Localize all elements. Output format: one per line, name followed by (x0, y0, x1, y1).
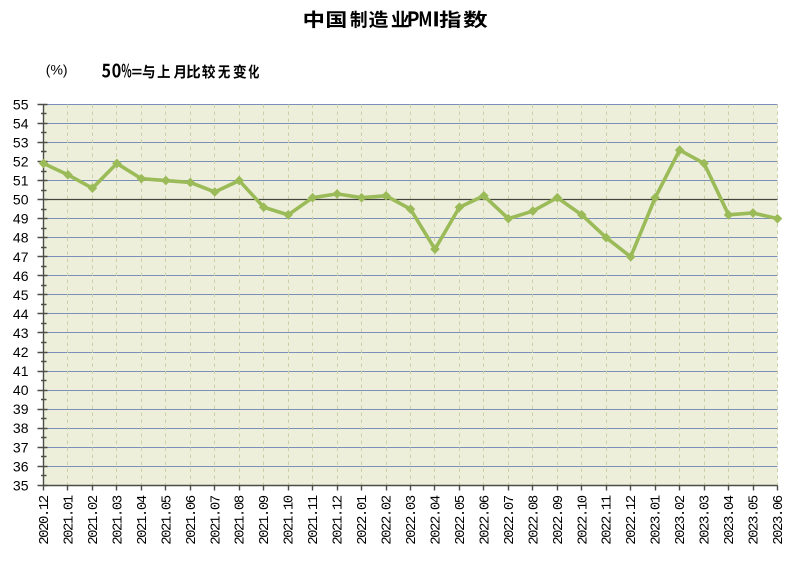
svg-text:2021.10: 2021.10 (282, 495, 298, 545)
svg-text:2020.12: 2020.12 (37, 495, 53, 545)
svg-text:48: 48 (13, 230, 29, 246)
svg-text:2023.05: 2023.05 (747, 495, 763, 545)
svg-text:2021.11: 2021.11 (306, 495, 322, 545)
svg-text:2022.05: 2022.05 (453, 495, 469, 545)
svg-text:2022.01: 2022.01 (355, 495, 371, 545)
svg-text:43: 43 (13, 325, 29, 341)
svg-text:2021.06: 2021.06 (184, 495, 200, 545)
svg-text:2022.12: 2022.12 (624, 495, 640, 545)
svg-text:2021.07: 2021.07 (208, 495, 224, 545)
svg-text:44: 44 (13, 306, 29, 322)
svg-text:2022.08: 2022.08 (526, 495, 542, 545)
svg-text:2022.06: 2022.06 (477, 495, 493, 545)
svg-text:47: 47 (13, 249, 29, 265)
svg-text:2023.03: 2023.03 (698, 495, 714, 545)
svg-text:42: 42 (13, 344, 29, 360)
svg-text:2023.06: 2023.06 (771, 495, 787, 545)
svg-text:2021.08: 2021.08 (233, 495, 249, 545)
svg-text:2023.04: 2023.04 (722, 495, 738, 545)
svg-text:38: 38 (13, 420, 29, 436)
svg-text:2022.11: 2022.11 (600, 495, 616, 545)
svg-text:2022.02: 2022.02 (380, 495, 396, 545)
svg-text:41: 41 (13, 363, 29, 379)
svg-text:2021.01: 2021.01 (61, 495, 77, 545)
svg-text:2023.01: 2023.01 (649, 495, 665, 545)
svg-text:2021.12: 2021.12 (331, 495, 347, 545)
svg-text:49: 49 (13, 211, 29, 227)
svg-text:2022.04: 2022.04 (428, 495, 444, 545)
svg-text:36: 36 (13, 458, 29, 474)
svg-text:54: 54 (13, 115, 29, 131)
svg-text:50: 50 (13, 192, 29, 208)
svg-text:46: 46 (13, 268, 29, 284)
svg-text:53: 53 (13, 134, 29, 150)
svg-text:(%): (%) (46, 61, 68, 77)
svg-text:35: 35 (13, 477, 29, 493)
svg-text:2022.03: 2022.03 (404, 495, 420, 545)
svg-text:2021.05: 2021.05 (159, 495, 175, 545)
svg-text:40: 40 (13, 382, 29, 398)
svg-text:2022.09: 2022.09 (551, 495, 567, 545)
svg-text:2021.02: 2021.02 (86, 495, 102, 545)
svg-text:39: 39 (13, 401, 29, 417)
svg-text:2023.02: 2023.02 (673, 495, 689, 545)
svg-text:37: 37 (13, 439, 29, 455)
svg-text:2022.10: 2022.10 (575, 495, 591, 545)
svg-text:2022.07: 2022.07 (502, 495, 518, 545)
svg-text:52: 52 (13, 154, 29, 170)
svg-text:51: 51 (13, 173, 29, 189)
svg-text:2021.09: 2021.09 (257, 495, 273, 545)
svg-text:2021.03: 2021.03 (110, 495, 126, 545)
svg-text:55: 55 (13, 96, 29, 112)
svg-text:45: 45 (13, 287, 29, 303)
svg-text:2021.04: 2021.04 (135, 495, 151, 545)
